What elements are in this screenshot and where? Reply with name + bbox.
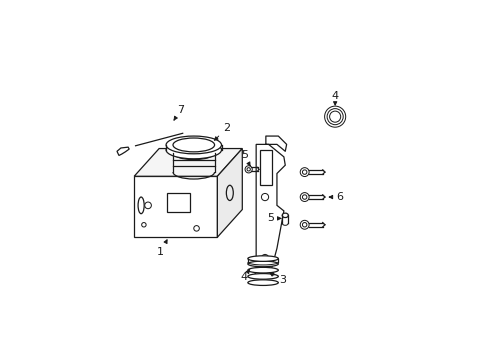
Circle shape [326, 109, 343, 125]
Circle shape [261, 193, 268, 201]
Circle shape [329, 111, 340, 122]
Text: 6: 6 [328, 192, 342, 202]
Circle shape [142, 222, 146, 227]
Circle shape [302, 195, 306, 199]
Text: 5: 5 [267, 213, 280, 224]
Text: 3: 3 [269, 273, 285, 285]
Polygon shape [217, 149, 242, 237]
Circle shape [300, 220, 308, 229]
Ellipse shape [173, 146, 214, 159]
Polygon shape [134, 149, 242, 176]
Ellipse shape [282, 213, 288, 217]
Ellipse shape [173, 138, 214, 152]
Polygon shape [167, 193, 189, 212]
Text: 4: 4 [331, 91, 338, 105]
Ellipse shape [138, 197, 144, 214]
Polygon shape [254, 269, 274, 275]
Circle shape [246, 168, 250, 171]
Circle shape [302, 170, 306, 174]
Ellipse shape [247, 267, 278, 273]
Circle shape [193, 226, 199, 231]
Polygon shape [117, 147, 129, 156]
Circle shape [300, 193, 308, 202]
Ellipse shape [226, 185, 233, 201]
Polygon shape [134, 176, 217, 237]
Ellipse shape [247, 256, 278, 261]
Text: 7: 7 [174, 105, 184, 120]
Circle shape [261, 255, 268, 262]
Polygon shape [260, 150, 272, 185]
Ellipse shape [166, 136, 221, 154]
Circle shape [300, 168, 308, 176]
Polygon shape [256, 144, 285, 269]
Text: 1: 1 [157, 240, 167, 257]
Ellipse shape [247, 261, 278, 267]
Text: 4: 4 [240, 270, 249, 283]
Circle shape [244, 166, 252, 173]
Ellipse shape [247, 274, 278, 279]
Text: 2: 2 [214, 123, 230, 140]
Ellipse shape [166, 141, 221, 159]
Circle shape [324, 106, 345, 127]
Circle shape [302, 222, 306, 227]
Circle shape [144, 202, 151, 209]
Text: 5: 5 [240, 150, 250, 166]
Ellipse shape [247, 280, 278, 285]
